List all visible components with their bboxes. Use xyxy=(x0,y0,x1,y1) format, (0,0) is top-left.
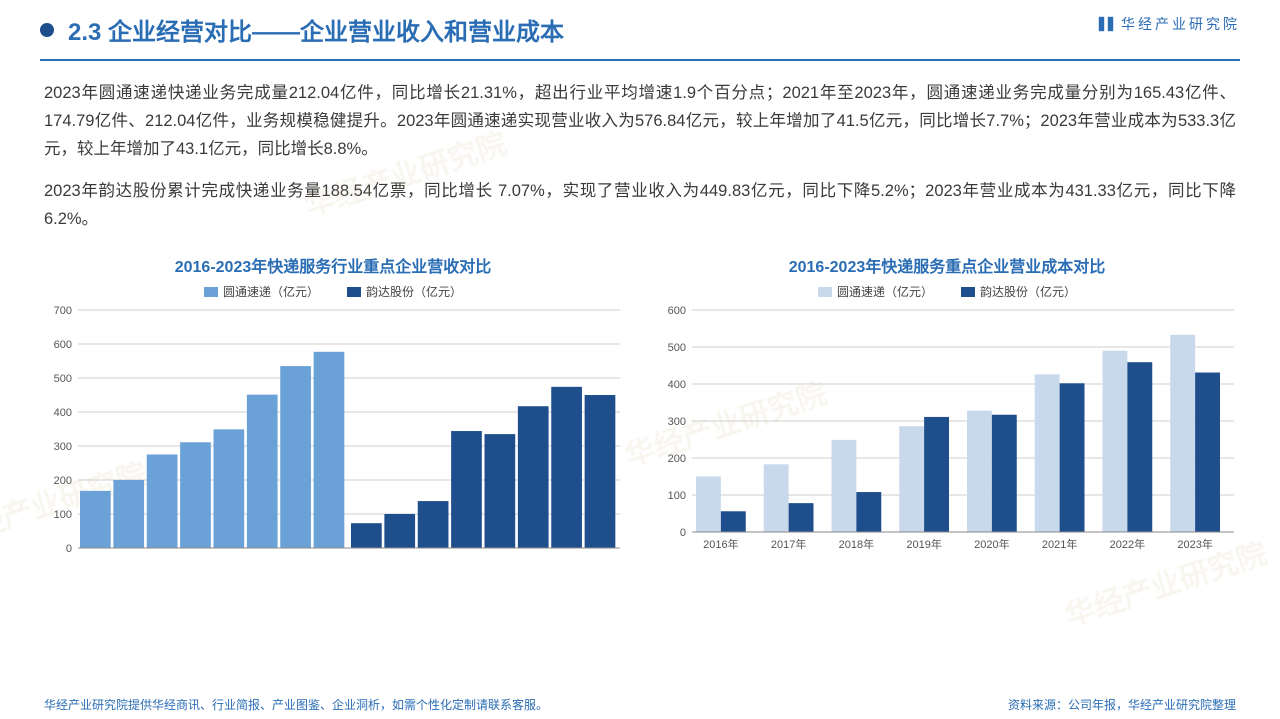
footer-right: 资料来源：公司年报，华经产业研究院整理 xyxy=(1008,696,1236,713)
legend-swatch-icon xyxy=(818,287,832,297)
legend-swatch-icon xyxy=(347,287,361,297)
legend-swatch-icon xyxy=(204,287,218,297)
brand-logo: 华经产业研究院 xyxy=(1097,14,1240,34)
legend-item-2: 韵达股份（亿元） xyxy=(347,283,462,300)
page-title: 2.3 企业经营对比——企业营业收入和营业成本 xyxy=(68,12,564,47)
chart-revenue-legend: 圆通速递（亿元） 韵达股份（亿元） xyxy=(204,283,462,300)
brand-logo-icon xyxy=(1097,15,1115,33)
svg-text:100: 100 xyxy=(668,490,686,502)
svg-text:700: 700 xyxy=(54,305,72,317)
chart-revenue-area: 0 100 200 300 400 500 600 700 xyxy=(40,304,626,556)
legend-item-2: 韵达股份（亿元） xyxy=(961,283,1076,300)
brand-logo-text: 华经产业研究院 xyxy=(1121,14,1240,34)
svg-text:2016年: 2016年 xyxy=(703,537,738,551)
svg-text:600: 600 xyxy=(668,305,686,317)
legend-swatch-icon xyxy=(961,287,975,297)
svg-text:500: 500 xyxy=(54,373,72,385)
legend-item-1: 圆通速递（亿元） xyxy=(818,283,933,300)
svg-text:0: 0 xyxy=(680,527,686,539)
chart-cost-area: 0 100 200 300 400 500 600 2016年 2017年 2018年 2019年 2… xyxy=(654,304,1240,556)
svg-text:300: 300 xyxy=(668,416,686,428)
footer-left: 华经产业研究院提供华经商讯、行业简报、产业图鉴、企业洞析，如需个性化定制请联系客… xyxy=(44,696,548,713)
paragraph-1: 2023年圆通速递快递业务完成量212.04亿件，同比增长21.31%，超出行业… xyxy=(44,79,1236,163)
chart-revenue: 2016-2023年快递服务行业重点企业营收对比 圆通速递（亿元） 韵达股份（亿… xyxy=(40,253,626,556)
header: 2.3 企业经营对比——企业营业收入和营业成本 华经产业研究院 xyxy=(0,0,1280,55)
paragraph-2: 2023年韵达股份累计完成快递业务量188.54亿票，同比增长 7.07%，实现… xyxy=(44,177,1236,233)
svg-text:2021年: 2021年 xyxy=(1042,537,1077,551)
svg-text:300: 300 xyxy=(54,441,72,453)
svg-text:200: 200 xyxy=(54,475,72,487)
svg-text:600: 600 xyxy=(54,339,72,351)
svg-text:0: 0 xyxy=(66,543,72,555)
legend-item-1: 圆通速递（亿元） xyxy=(204,283,319,300)
svg-text:200: 200 xyxy=(668,453,686,465)
svg-text:2020年: 2020年 xyxy=(974,537,1009,551)
svg-text:100: 100 xyxy=(54,509,72,521)
svg-text:500: 500 xyxy=(668,342,686,354)
chart-revenue-title: 2016-2023年快递服务行业重点企业营收对比 xyxy=(175,253,492,277)
charts-row: 2016-2023年快递服务行业重点企业营收对比 圆通速递（亿元） 韵达股份（亿… xyxy=(0,247,1280,556)
chart-cost-title: 2016-2023年快递服务重点企业营业成本对比 xyxy=(789,253,1106,277)
header-bullet-icon xyxy=(40,23,54,37)
svg-text:2019年: 2019年 xyxy=(906,537,941,551)
svg-text:2017年: 2017年 xyxy=(771,537,806,551)
svg-text:2023年: 2023年 xyxy=(1177,537,1212,551)
chart-cost: 2016-2023年快递服务重点企业营业成本对比 圆通速递（亿元） 韵达股份（亿… xyxy=(654,253,1240,556)
svg-text:2022年: 2022年 xyxy=(1110,537,1145,551)
svg-text:2018年: 2018年 xyxy=(839,537,874,551)
svg-text:400: 400 xyxy=(668,379,686,391)
footer: 华经产业研究院提供华经商讯、行业简报、产业图鉴、企业洞析，如需个性化定制请联系客… xyxy=(0,696,1280,713)
body-text: 2023年圆通速递快递业务完成量212.04亿件，同比增长21.31%，超出行业… xyxy=(0,61,1280,233)
chart-cost-legend: 圆通速递（亿元） 韵达股份（亿元） xyxy=(818,283,1076,300)
svg-text:400: 400 xyxy=(54,407,72,419)
